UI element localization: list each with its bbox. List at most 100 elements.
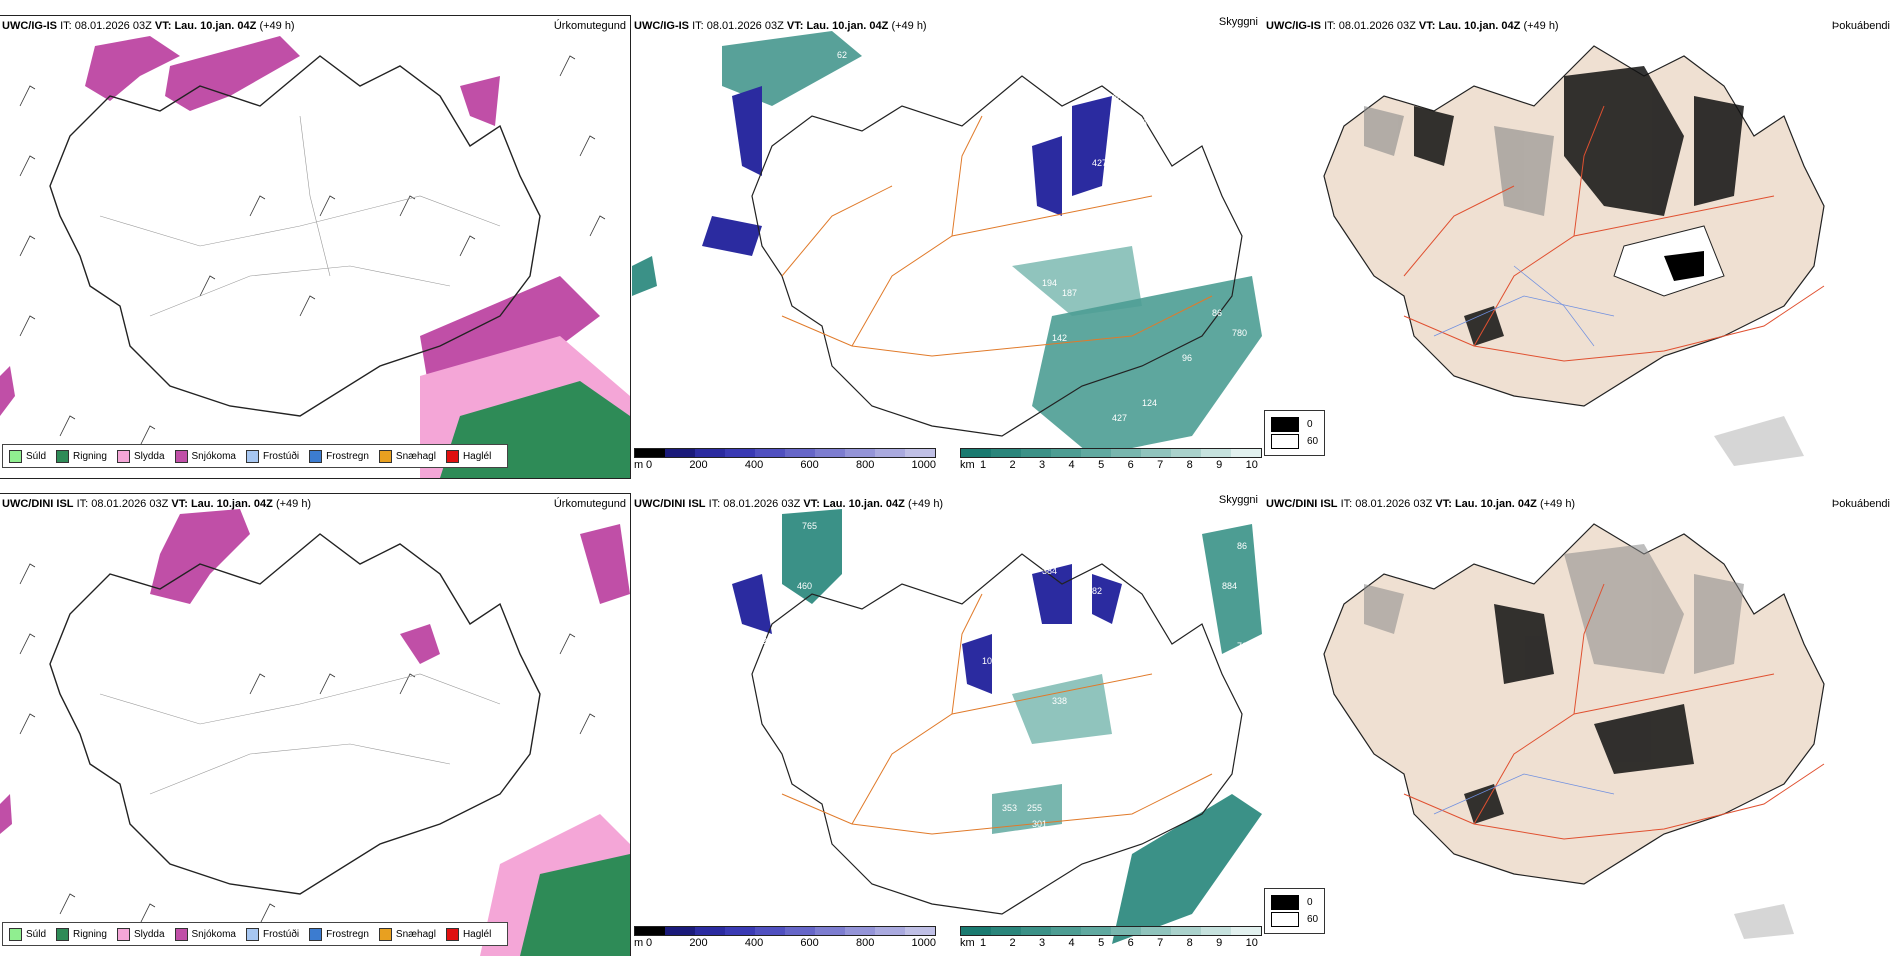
svg-text:255: 255 xyxy=(1027,803,1042,813)
visibility-colorbar: km 1 2 3 4 5 6 7 8 9 10 xyxy=(960,448,1262,472)
svg-text:96: 96 xyxy=(1182,353,1192,363)
colorbar-segment xyxy=(635,449,665,457)
svg-text:384: 384 xyxy=(1042,566,1057,576)
svg-text:363: 363 xyxy=(1112,93,1127,103)
legend-swatch xyxy=(378,927,392,941)
colorbar-segment xyxy=(815,927,845,935)
colorbar-tick: 4 xyxy=(1068,459,1075,471)
colorbar-tick: 800 xyxy=(855,459,875,471)
panel-header: UWC/IG-IS IT: 08.01.2026 03Z VT: Lau. 10… xyxy=(634,20,927,32)
colorbar-segment xyxy=(725,449,755,457)
colorbar-segment xyxy=(785,927,815,935)
legend-item: Slydda xyxy=(116,927,165,941)
colorbar-segment xyxy=(815,449,845,457)
colorbar-tick: 8 xyxy=(1186,459,1193,471)
colorbar-segment xyxy=(875,449,905,457)
colorbar-segment xyxy=(905,927,935,935)
legend-label: Frostúði xyxy=(262,450,300,462)
legend-label: Slydda xyxy=(133,928,165,940)
legend-item: Súld xyxy=(9,927,46,941)
legend-swatch xyxy=(445,927,459,941)
legend-swatch xyxy=(309,449,323,463)
legend-label: Frostregn xyxy=(326,928,369,940)
fog-map-row2 xyxy=(1323,523,1825,939)
svg-text:765: 765 xyxy=(802,521,817,531)
colorbar-tick: 200 xyxy=(689,937,708,949)
colorbar-segment xyxy=(1051,449,1081,457)
colorbar-tick: 8 xyxy=(1186,937,1193,949)
legend-label: Snæhagl xyxy=(395,928,436,940)
colorbar-segment xyxy=(1111,449,1141,457)
panel-header: UWC/IG-IS IT: 08.01.2026 03Z VT: Lau. 10… xyxy=(2,20,295,32)
legend-swatch xyxy=(245,927,259,941)
colorbar-tick: 1000 xyxy=(911,459,936,471)
legend-swatch xyxy=(309,927,323,941)
colorbar-tick: 0 xyxy=(646,459,653,471)
panel-header: UWC/DINI ISL IT: 08.01.2026 03Z VT: Lau.… xyxy=(2,498,312,510)
legend-item: Snæhagl xyxy=(378,449,436,463)
colorbar-segment xyxy=(1021,449,1051,457)
iceland-outline xyxy=(49,55,541,417)
colorbar-segment xyxy=(961,449,991,457)
colorbar-tick: 400 xyxy=(744,937,764,949)
svg-text:460: 460 xyxy=(797,581,812,591)
colorbar-tick: 800 xyxy=(855,937,875,949)
visibility-values: 765 460 582 382 104 338 353 255 301 384 … xyxy=(752,521,1252,829)
colorbar-segment xyxy=(635,927,665,935)
precip-type-map-row1 xyxy=(0,36,630,478)
colorbar-segment xyxy=(755,449,785,457)
svg-text:338: 338 xyxy=(1052,696,1067,706)
legend-label: Slydda xyxy=(133,450,165,462)
svg-text:86: 86 xyxy=(1212,308,1222,318)
fog-panel-row1: UWC/IG-IS IT: 08.01.2026 03Z VT: Lau. 10… xyxy=(1264,16,1894,478)
colorbar-segment xyxy=(1171,449,1201,457)
legend-label: Rigning xyxy=(73,450,107,462)
precip-type-panel-row1: UWC/IG-IS IT: 08.01.2026 03Z VT: Lau. 10… xyxy=(0,15,631,479)
wind-barbs xyxy=(19,55,606,447)
legend-swatch xyxy=(174,449,188,463)
colorbar-tick: 1 xyxy=(980,459,987,471)
legend-item: Snjókoma xyxy=(174,927,236,941)
colorbar-segment xyxy=(1141,927,1171,935)
svg-text:582: 582 xyxy=(752,636,767,646)
legend-label: Snjókoma xyxy=(191,450,236,462)
svg-text:124: 124 xyxy=(1142,398,1157,408)
svg-text:427: 427 xyxy=(1112,413,1127,423)
visibility-colorbar: km 1 2 3 4 5 6 7 8 9 10 xyxy=(960,926,1262,950)
legend-swatch xyxy=(445,449,459,463)
svg-text:67: 67 xyxy=(717,100,727,110)
svg-text:884: 884 xyxy=(1222,581,1237,591)
colorbar-segment xyxy=(1231,449,1261,457)
colorbar-tick: 7 xyxy=(1157,937,1164,949)
legend-label: Frostúði xyxy=(262,928,300,940)
panel-header: UWC/DINI ISL IT: 08.01.2026 03Z VT: Lau.… xyxy=(1266,498,1576,510)
legend-swatch xyxy=(245,449,259,463)
panel-title: Skyggni xyxy=(1218,16,1258,28)
colorbar-tick: 6 xyxy=(1127,459,1134,471)
wind-barbs xyxy=(19,563,596,925)
panel-title: Úrkomutegund xyxy=(553,498,626,510)
svg-text:301: 301 xyxy=(1032,819,1047,829)
colorbar-segment xyxy=(695,927,725,935)
colorbar-segment xyxy=(695,449,725,457)
legend-swatch xyxy=(116,449,130,463)
svg-text:780: 780 xyxy=(1232,328,1247,338)
legend-item: Frostregn xyxy=(309,449,369,463)
svg-text:353: 353 xyxy=(1002,803,1017,813)
svg-text:427: 427 xyxy=(1092,158,1107,168)
legend-swatch xyxy=(116,927,130,941)
legend-swatch xyxy=(56,449,70,463)
colorbar-segment xyxy=(1111,927,1141,935)
colorbar-segment xyxy=(1141,449,1171,457)
fog-panel-row2: UWC/DINI ISL IT: 08.01.2026 03Z VT: Lau.… xyxy=(1264,494,1894,956)
fog-legend-row2: 0 60 xyxy=(1264,888,1326,934)
colorbar-segment xyxy=(905,449,935,457)
legend-label: Rigning xyxy=(73,928,107,940)
legend-item: Súld xyxy=(9,449,46,463)
fog-map-row1 xyxy=(1323,45,1825,466)
colorbar-segment xyxy=(1171,927,1201,935)
visibility-map-row1: 963 62 67 398 363 753 427 148 114 194 18… xyxy=(632,31,1262,456)
road-network xyxy=(781,593,1213,835)
legend-label: Haglél xyxy=(462,928,492,940)
colorbar-tick: 9 xyxy=(1216,937,1223,949)
